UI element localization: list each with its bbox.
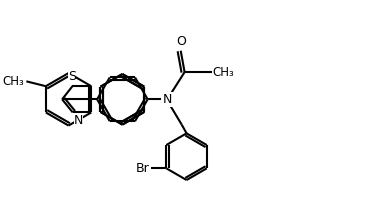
Text: N: N <box>162 93 172 106</box>
Text: S: S <box>69 70 76 83</box>
Text: O: O <box>176 35 186 48</box>
Text: Br: Br <box>136 162 150 175</box>
Text: N: N <box>74 114 83 127</box>
Text: CH₃: CH₃ <box>213 66 234 79</box>
Text: CH₃: CH₃ <box>3 75 24 88</box>
